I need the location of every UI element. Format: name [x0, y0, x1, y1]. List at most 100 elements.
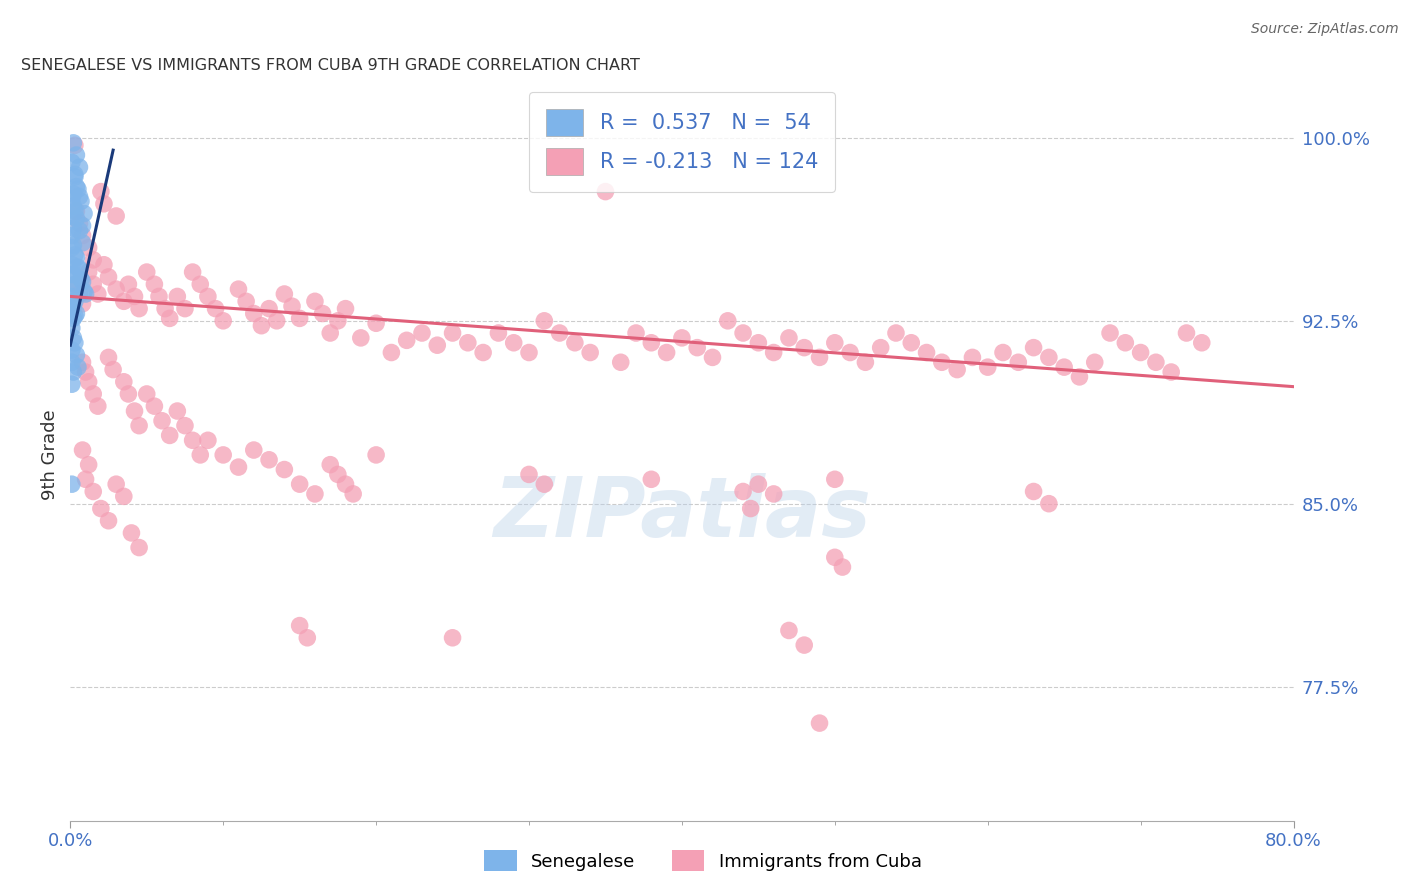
Point — [243, 306, 266, 320]
Point — [105, 209, 128, 223]
Point — [60, 228, 83, 243]
Point — [60, 268, 83, 282]
Point — [869, 341, 891, 355]
Point — [135, 387, 157, 401]
Point — [257, 301, 280, 316]
Point — [808, 716, 831, 731]
Point — [188, 448, 211, 462]
Point — [65, 204, 87, 219]
Point — [257, 452, 280, 467]
Point — [72, 297, 94, 311]
Point — [273, 462, 295, 476]
Point — [250, 318, 273, 333]
Point — [63, 204, 86, 219]
Point — [288, 311, 311, 326]
Point — [65, 179, 87, 194]
Point — [319, 458, 342, 472]
Point — [166, 404, 188, 418]
Point — [75, 472, 97, 486]
Point — [72, 355, 94, 369]
Point — [1053, 360, 1076, 375]
Point — [72, 228, 94, 243]
Point — [62, 299, 84, 313]
Point — [288, 477, 311, 491]
Point — [60, 289, 83, 303]
Point — [350, 331, 373, 345]
Point — [326, 467, 349, 482]
Point — [82, 387, 104, 401]
Point — [441, 631, 464, 645]
Point — [112, 489, 135, 503]
Point — [121, 525, 143, 540]
Point — [63, 309, 86, 323]
Point — [931, 355, 953, 369]
Point — [93, 196, 115, 211]
Point — [517, 467, 540, 482]
Point — [75, 287, 97, 301]
Point — [60, 355, 83, 369]
Point — [1038, 497, 1060, 511]
Point — [60, 477, 83, 491]
Point — [73, 206, 96, 220]
Point — [69, 160, 91, 174]
Point — [1007, 355, 1029, 369]
Point — [793, 638, 815, 652]
Point — [991, 345, 1014, 359]
Point — [65, 306, 87, 320]
Point — [197, 434, 219, 448]
Point — [66, 260, 89, 275]
Point — [62, 365, 84, 379]
Point — [747, 477, 769, 491]
Point — [671, 331, 693, 345]
Point — [63, 335, 86, 350]
Point — [793, 341, 815, 355]
Point — [900, 335, 922, 350]
Point — [143, 277, 166, 292]
Point — [128, 541, 150, 555]
Point — [77, 265, 100, 279]
Point — [441, 326, 464, 340]
Point — [65, 277, 87, 292]
Point — [60, 258, 83, 272]
Point — [747, 335, 769, 350]
Point — [66, 182, 89, 196]
Point — [1084, 355, 1107, 369]
Point — [62, 268, 84, 282]
Point — [235, 294, 257, 309]
Point — [63, 168, 86, 182]
Point — [124, 404, 146, 418]
Text: ZIPatlas: ZIPatlas — [494, 473, 870, 554]
Point — [60, 241, 83, 255]
Point — [426, 338, 449, 352]
Point — [762, 487, 785, 501]
Point — [740, 501, 762, 516]
Point — [105, 477, 128, 491]
Point — [204, 301, 226, 316]
Point — [93, 258, 115, 272]
Legend: Senegalese, Immigrants from Cuba: Senegalese, Immigrants from Cuba — [477, 843, 929, 879]
Point — [63, 248, 86, 262]
Point — [762, 345, 785, 359]
Point — [87, 399, 110, 413]
Point — [884, 326, 907, 340]
Point — [77, 375, 100, 389]
Point — [946, 362, 969, 376]
Point — [62, 331, 84, 345]
Point — [319, 326, 342, 340]
Point — [1358, 477, 1381, 491]
Point — [60, 155, 83, 169]
Point — [174, 418, 197, 433]
Point — [824, 335, 846, 350]
Point — [101, 362, 124, 376]
Point — [366, 316, 388, 330]
Point — [457, 335, 479, 350]
Point — [63, 277, 86, 292]
Point — [69, 189, 91, 203]
Point — [63, 169, 86, 184]
Point — [65, 148, 87, 162]
Point — [65, 348, 87, 362]
Point — [72, 235, 94, 250]
Point — [62, 282, 84, 296]
Point — [326, 314, 349, 328]
Point — [243, 443, 266, 458]
